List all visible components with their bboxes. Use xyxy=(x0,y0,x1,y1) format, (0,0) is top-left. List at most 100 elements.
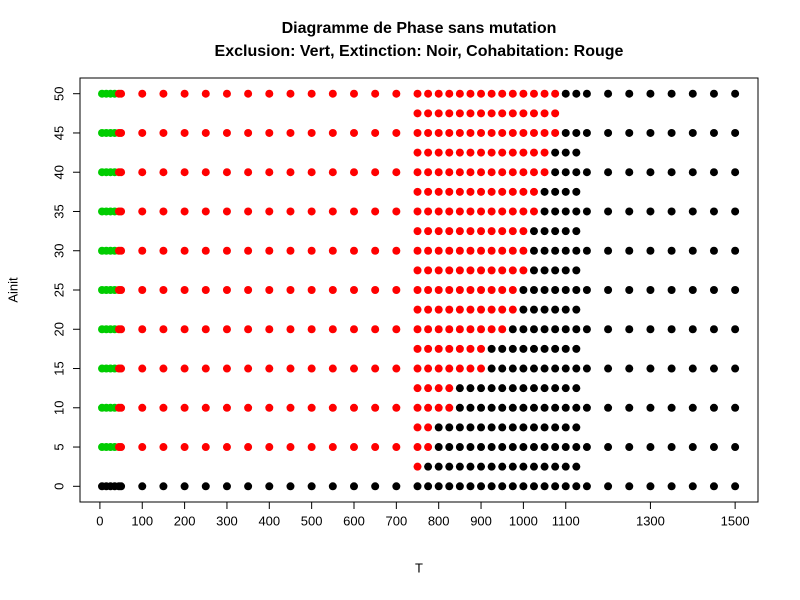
point xyxy=(498,128,507,137)
point xyxy=(286,443,295,452)
point xyxy=(466,168,475,177)
point xyxy=(138,364,147,373)
point xyxy=(508,286,517,294)
point xyxy=(688,325,697,334)
point xyxy=(487,305,496,314)
point xyxy=(561,462,570,471)
point xyxy=(286,286,295,294)
point xyxy=(265,443,274,452)
point xyxy=(222,443,231,452)
point xyxy=(540,364,549,373)
point xyxy=(561,286,570,294)
point xyxy=(519,423,528,432)
point xyxy=(159,89,168,98)
point xyxy=(222,207,231,216)
point xyxy=(572,227,581,236)
point xyxy=(466,128,475,137)
point xyxy=(434,109,443,118)
y-axis-label: Ainit xyxy=(5,277,20,303)
point xyxy=(455,305,464,314)
y-tick-label: 0 xyxy=(51,483,66,490)
point xyxy=(498,187,507,196)
point xyxy=(572,148,581,157)
point xyxy=(688,364,697,373)
point xyxy=(519,89,528,98)
point xyxy=(519,187,528,196)
point xyxy=(709,286,718,294)
point xyxy=(477,266,486,275)
point xyxy=(519,325,528,334)
point xyxy=(508,246,517,255)
point xyxy=(180,246,189,255)
point xyxy=(466,148,475,157)
point xyxy=(413,89,422,98)
x-tick-label: 800 xyxy=(428,513,450,528)
point xyxy=(424,109,433,118)
x-tick-label: 700 xyxy=(385,513,407,528)
point xyxy=(466,305,475,314)
point xyxy=(349,168,358,177)
point xyxy=(551,227,560,236)
point xyxy=(551,246,560,255)
point xyxy=(508,325,517,334)
point xyxy=(371,286,380,294)
point xyxy=(328,286,337,294)
point xyxy=(582,128,591,137)
point xyxy=(529,462,538,471)
point xyxy=(328,128,337,137)
point xyxy=(477,109,486,118)
point xyxy=(561,305,570,314)
point xyxy=(434,246,443,255)
point xyxy=(529,403,538,412)
point xyxy=(455,187,464,196)
point xyxy=(413,246,422,255)
point xyxy=(604,364,613,373)
point xyxy=(371,128,380,137)
point xyxy=(201,128,210,137)
point xyxy=(529,325,538,334)
point xyxy=(413,423,422,432)
point xyxy=(117,364,126,373)
point xyxy=(667,443,676,452)
x-tick-label: 1100 xyxy=(552,513,580,528)
point xyxy=(519,344,528,353)
point xyxy=(180,89,189,98)
point xyxy=(625,403,634,412)
y-tick-label: 15 xyxy=(51,361,66,375)
y-tick-label: 10 xyxy=(51,401,66,415)
point xyxy=(477,227,486,236)
point xyxy=(498,227,507,236)
point xyxy=(180,168,189,177)
x-tick-label: 900 xyxy=(470,513,492,528)
point xyxy=(625,207,634,216)
point xyxy=(487,423,496,432)
point xyxy=(604,325,613,334)
point xyxy=(529,344,538,353)
point xyxy=(424,462,433,471)
point xyxy=(349,443,358,452)
point xyxy=(307,246,316,255)
point xyxy=(222,168,231,177)
point xyxy=(572,462,581,471)
point xyxy=(667,168,676,177)
point xyxy=(498,403,507,412)
point xyxy=(625,286,634,294)
y-tick-label: 30 xyxy=(51,244,66,258)
point xyxy=(529,109,538,118)
point xyxy=(413,286,422,294)
point xyxy=(572,384,581,393)
point xyxy=(159,128,168,137)
point xyxy=(625,443,634,452)
point xyxy=(265,168,274,177)
point xyxy=(477,89,486,98)
point xyxy=(349,128,358,137)
point xyxy=(561,423,570,432)
point xyxy=(371,443,380,452)
point xyxy=(709,89,718,98)
point xyxy=(477,325,486,334)
point xyxy=(529,89,538,98)
point xyxy=(487,325,496,334)
point xyxy=(519,246,528,255)
y-tick-label: 35 xyxy=(51,204,66,218)
point xyxy=(561,148,570,157)
